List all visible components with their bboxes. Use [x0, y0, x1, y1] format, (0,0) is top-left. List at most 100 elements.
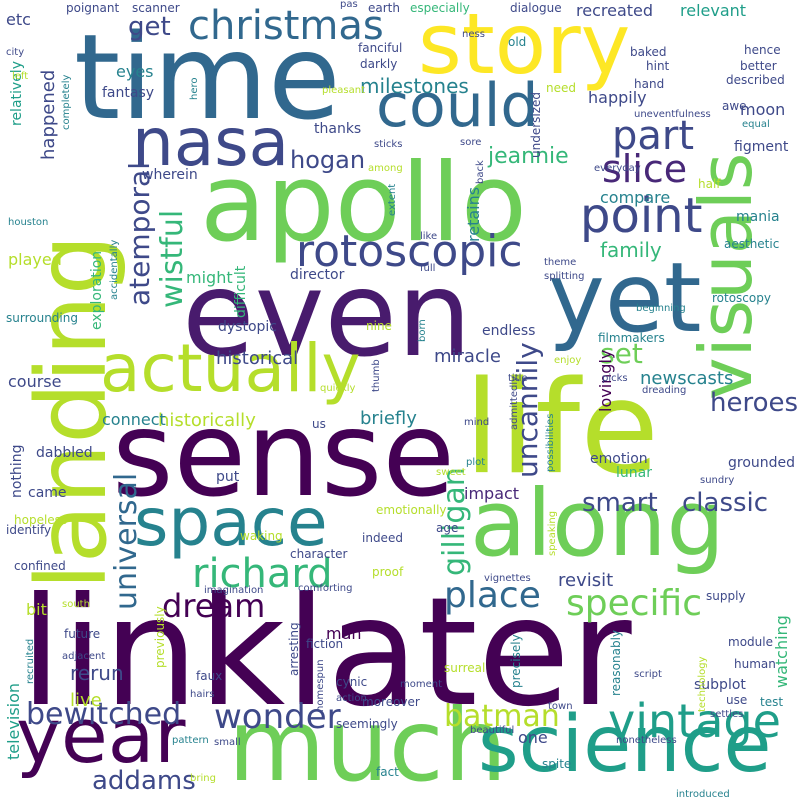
- word-identify: identify: [6, 523, 52, 537]
- word-space: space: [134, 484, 328, 561]
- word-left: left: [12, 71, 29, 82]
- word-full: full: [420, 263, 436, 274]
- word-bewitched: bewitched: [26, 697, 182, 732]
- word-hand: hand: [634, 77, 665, 91]
- word-settles: settles: [710, 709, 744, 720]
- word-relevant: relevant: [680, 1, 747, 20]
- word-recreated: recreated: [576, 1, 654, 20]
- word-subplot: subplot: [694, 677, 746, 693]
- word-speaking: speaking: [547, 510, 558, 556]
- word-atemporal: atemporal: [123, 162, 156, 306]
- word-like: like: [420, 231, 438, 242]
- word-wherein: wherein: [142, 167, 198, 183]
- word-wonder: wonder: [214, 697, 341, 737]
- word-fanciful: fanciful: [358, 41, 403, 55]
- word-waking: waking: [240, 529, 283, 543]
- word-homespun: homespun: [315, 659, 326, 712]
- word-course: course: [8, 372, 62, 391]
- word-hogan: hogan: [290, 146, 366, 174]
- word-moment: moment: [400, 679, 443, 690]
- word-uneventfulness: uneventfulness: [634, 109, 711, 120]
- word-point: point: [580, 188, 703, 244]
- word-dystopic: dystopic: [218, 319, 277, 335]
- word-exploration: exploration: [89, 250, 105, 330]
- word-sweet: sweet: [436, 467, 466, 478]
- word-action: action: [336, 693, 367, 704]
- word-man: man: [326, 624, 362, 643]
- word-part: part: [612, 113, 695, 159]
- word-set: set: [600, 337, 643, 370]
- word-smart: smart: [582, 488, 658, 518]
- word-mind: mind: [464, 417, 490, 428]
- word-scanner: scanner: [132, 1, 180, 15]
- word-wistful: wistful: [155, 209, 190, 308]
- word-time: time: [74, 8, 341, 146]
- word-eyes: eyes: [116, 62, 154, 81]
- word-plot: plot: [466, 457, 486, 468]
- word-etc: etc: [6, 10, 31, 29]
- word-houston: houston: [8, 217, 49, 228]
- word-briefly: briefly: [360, 408, 417, 429]
- word-old: old: [508, 35, 527, 49]
- word-city: city: [6, 47, 25, 58]
- word-rotoscopic: rotoscopic: [296, 226, 523, 277]
- word-nothing: nothing: [9, 444, 25, 498]
- word-sundry: sundry: [700, 475, 735, 486]
- word-family: family: [600, 238, 662, 262]
- word-played: played: [8, 250, 62, 269]
- word-christmas: christmas: [188, 3, 384, 49]
- word-yet: yet: [548, 242, 702, 354]
- word-milestones: milestones: [360, 74, 469, 98]
- word-born: born: [417, 319, 428, 342]
- word-television: television: [4, 682, 23, 760]
- word-proof: proof: [372, 565, 404, 579]
- word-sore: sore: [460, 137, 482, 148]
- word-place: place: [444, 575, 541, 616]
- word-came: came: [28, 485, 67, 501]
- word-title: title: [508, 373, 528, 384]
- word-happened: happened: [38, 69, 59, 160]
- word-figment: figment: [734, 139, 789, 155]
- word-equal: equal: [742, 119, 770, 130]
- word-possibilities: possibilities: [545, 413, 556, 472]
- word-pattern: pattern: [172, 735, 209, 746]
- word-live: live: [70, 690, 102, 711]
- word-nasa: nasa: [132, 104, 290, 181]
- word-historical: historical: [216, 348, 299, 369]
- word-thumb: thumb: [371, 359, 382, 392]
- word-adjacent: adjacent: [62, 651, 106, 662]
- word-recruited: recruited: [25, 638, 36, 684]
- word-rerun: rerun: [70, 661, 124, 685]
- word-future: future: [64, 627, 101, 641]
- word-slice: slice: [602, 147, 688, 191]
- word-could: could: [376, 71, 539, 141]
- word-admittedly: admittedly: [509, 375, 520, 430]
- word-jeannie: jeannie: [488, 144, 569, 169]
- word-dabbled: dabbled: [36, 445, 93, 461]
- word-dream: dream: [162, 587, 266, 625]
- word-technology: technology: [697, 656, 708, 712]
- word-beginning: beginning: [636, 303, 686, 314]
- word-apollo: apollo: [200, 141, 527, 266]
- word-awe: awe: [722, 99, 747, 113]
- word-vignettes: vignettes: [484, 573, 531, 584]
- word-poignant: poignant: [66, 1, 120, 15]
- word-specific: specific: [566, 583, 703, 624]
- word-use: use: [726, 693, 748, 707]
- word-cynic: cynic: [336, 675, 368, 689]
- word-watching: watching: [772, 615, 791, 688]
- word-hairs: hairs: [190, 689, 215, 700]
- word-grounded: grounded: [728, 455, 796, 471]
- word-confined: confined: [14, 559, 66, 573]
- word-pleasant: pleasant: [322, 85, 366, 96]
- word-test: test: [760, 695, 784, 709]
- word-introduced: introduced: [676, 789, 730, 800]
- word-surrounding: surrounding: [6, 311, 78, 325]
- word-dialogue: dialogue: [510, 1, 562, 15]
- word-supply: supply: [706, 589, 746, 603]
- word-bit: bit: [26, 600, 47, 619]
- word-human: human: [734, 657, 776, 671]
- word-fact: fact: [376, 765, 399, 779]
- word-nine: nine: [366, 319, 392, 333]
